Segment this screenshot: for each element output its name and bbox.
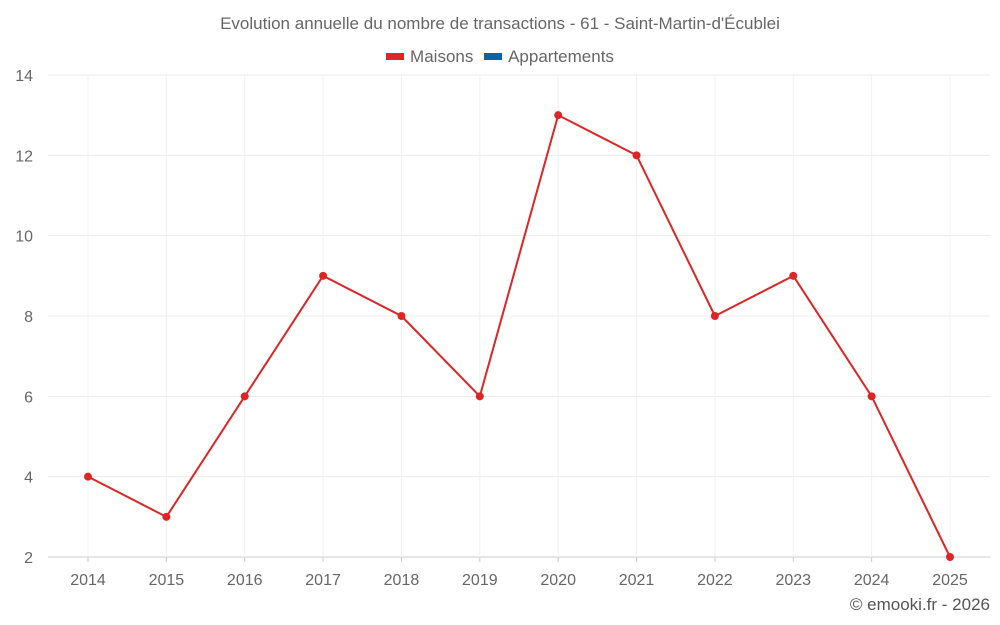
data-point <box>710 312 719 320</box>
data-point <box>632 151 641 160</box>
data-point <box>162 512 171 521</box>
y-tick-label: 12 <box>15 148 33 165</box>
data-point <box>867 392 876 401</box>
legend: Maisons Appartements <box>0 45 1000 67</box>
chart-title: Evolution annuelle du nombre de transact… <box>220 14 780 33</box>
x-tick-label: 2017 <box>305 572 341 589</box>
legend-item-maisons[interactable]: Maisons <box>386 47 473 67</box>
x-tick-label: 2024 <box>854 572 890 589</box>
y-tick-label: 8 <box>24 309 33 326</box>
data-point <box>946 553 954 561</box>
y-tick-label: 14 <box>15 68 33 85</box>
data-point <box>475 392 484 401</box>
y-tick-label: 10 <box>15 229 33 246</box>
x-tick-label: 2023 <box>775 572 811 589</box>
data-point <box>240 392 249 401</box>
x-tick-label: 2022 <box>697 572 733 589</box>
y-tick-label: 2 <box>24 550 33 567</box>
legend-swatch-appartements <box>484 53 503 60</box>
y-tick-label: 6 <box>24 389 33 406</box>
data-point <box>84 472 92 481</box>
data-point <box>397 312 406 320</box>
y-tick-label: 4 <box>24 470 33 487</box>
data-point <box>554 111 563 120</box>
legend-label: Appartements <box>508 46 614 66</box>
x-tick-label: 2020 <box>540 572 576 589</box>
copyright-footer: © emooki.fr - 2026 <box>849 595 990 614</box>
x-tick-label: 2016 <box>227 572 263 589</box>
x-tick-label: 2018 <box>384 572 420 589</box>
x-tick-label: 2025 <box>932 572 968 589</box>
x-tick-label: 2014 <box>70 572 106 589</box>
series-line-maisons <box>87 113 951 558</box>
x-tick-label: 2021 <box>619 572 655 589</box>
data-point <box>319 271 328 280</box>
legend-item-appartements[interactable]: Appartements <box>484 47 614 67</box>
legend-swatch-maisons <box>386 53 405 60</box>
data-point <box>789 271 798 280</box>
x-tick-label: 2019 <box>462 572 498 589</box>
legend-label: Maisons <box>410 46 474 66</box>
x-tick-label: 2015 <box>149 572 185 589</box>
